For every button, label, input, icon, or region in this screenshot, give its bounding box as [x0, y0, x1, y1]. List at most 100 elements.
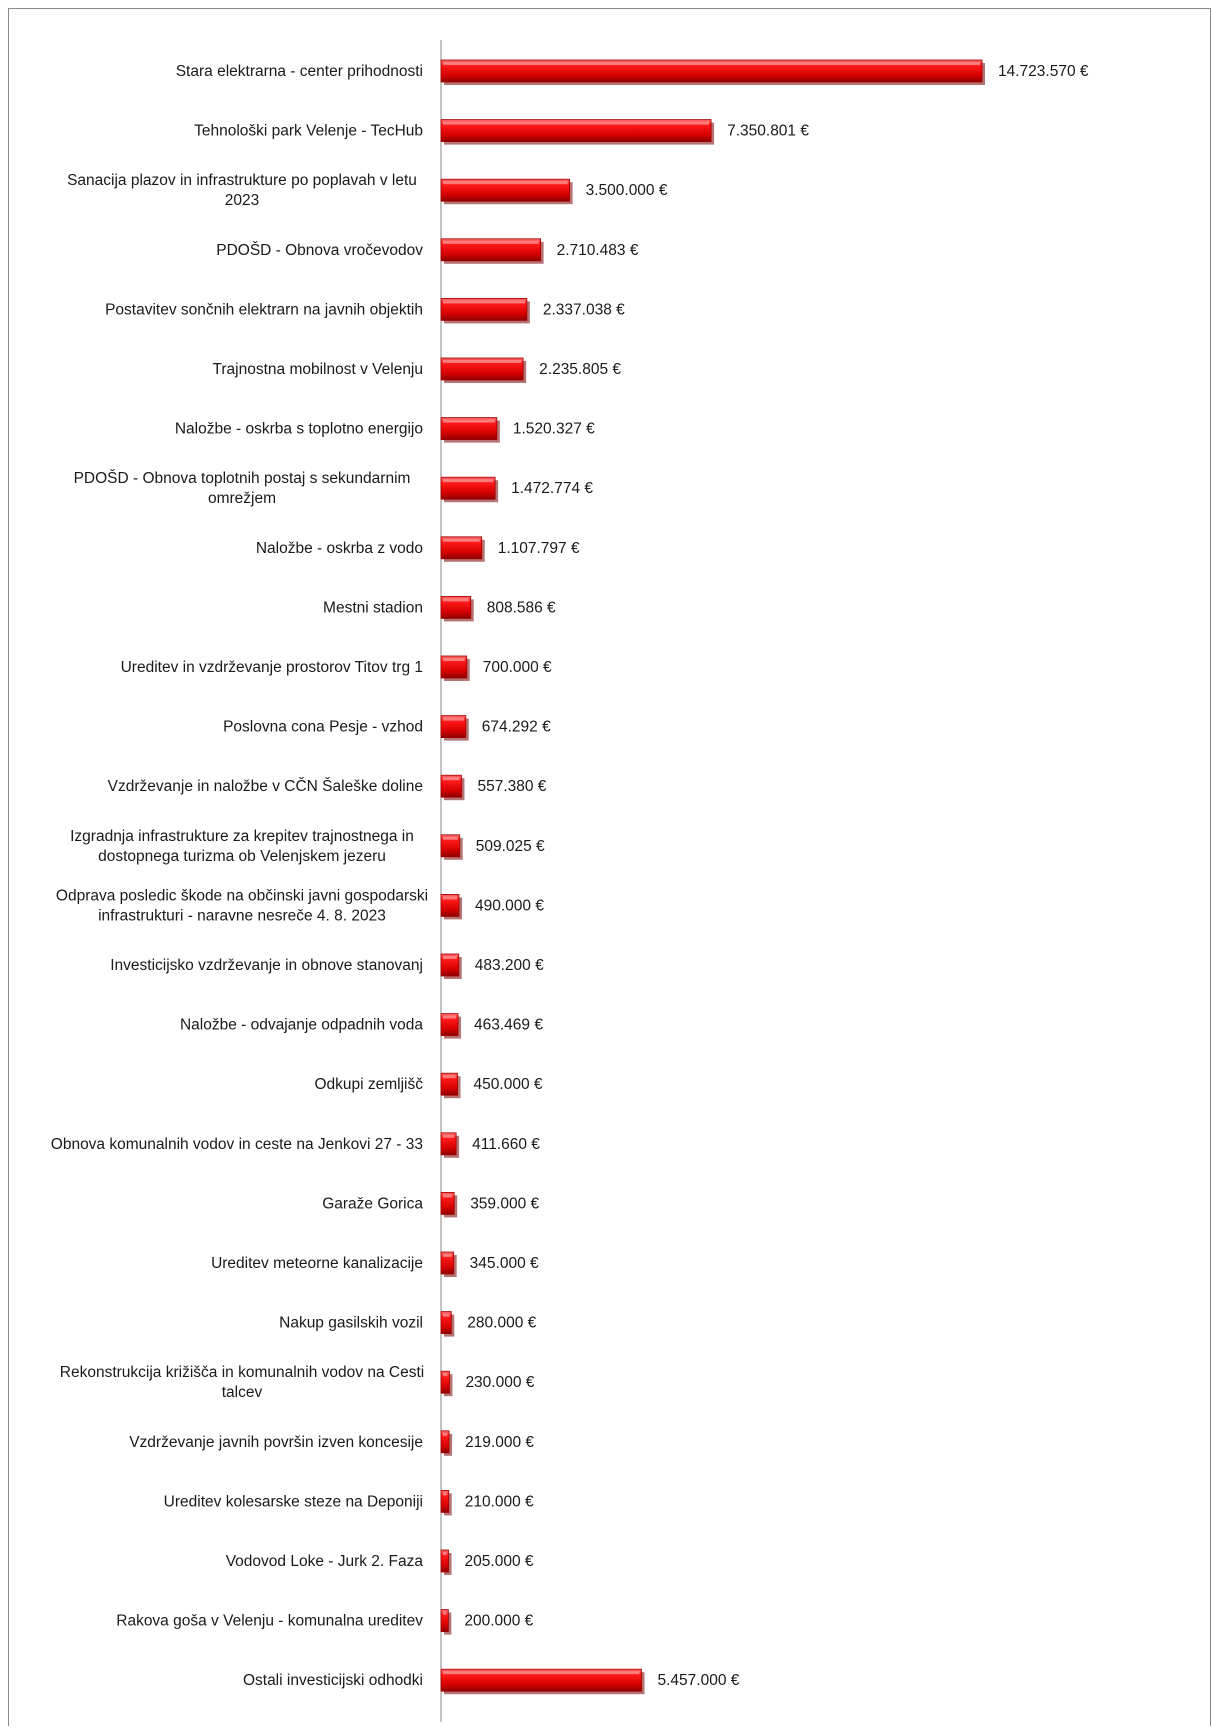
category-label: Naložbe - oskrba z vodo	[256, 540, 423, 557]
value-label: 7.350.801 €	[727, 123, 809, 140]
bar	[440, 1370, 450, 1394]
category-label: Sanacija plazov in infrastrukture po pop…	[67, 172, 417, 209]
value-label: 2.337.038 €	[543, 301, 625, 318]
value-label: 14.723.570 €	[998, 63, 1089, 80]
category-label-line: 2023	[225, 192, 259, 209]
bar-highlight	[443, 62, 980, 65]
category-label: Ostali investicijski odhodki	[243, 1672, 423, 1689]
category-label-line: Izgradnja infrastrukture za krepitev tra…	[70, 828, 414, 845]
bar	[440, 59, 983, 83]
value-label: 490.000 €	[475, 897, 544, 914]
bar-highlight	[443, 538, 480, 542]
bar	[440, 1549, 449, 1573]
bar	[440, 357, 524, 381]
category-label: Ureditev in vzdrževanje prostorov Titov …	[121, 659, 423, 676]
bar-highlight	[443, 121, 710, 125]
value-label: 359.000 €	[470, 1195, 539, 1212]
category-label: Vodovod Loke - Jurk 2. Faza	[226, 1553, 424, 1570]
bar-highlight	[443, 181, 568, 185]
bar	[440, 1311, 452, 1334]
value-label: 674.292 €	[482, 719, 551, 736]
category-label-line: talcev	[222, 1384, 263, 1401]
bar-highlight	[443, 836, 458, 840]
category-label: Vzdrževanje javnih površin izven koncesi…	[129, 1434, 423, 1451]
bar	[440, 1609, 449, 1632]
bar-highlight	[443, 300, 525, 304]
category-label: Odkupi zemljišč	[314, 1076, 423, 1093]
category-label: PDOŠD - Obnova vročevodov	[216, 242, 423, 259]
category-label-line: omrežjem	[208, 490, 276, 507]
chart-frame	[8, 8, 1211, 1726]
bar	[440, 953, 460, 977]
value-label: 411.660 €	[472, 1136, 540, 1153]
category-label-line: PDOŠD - Obnova toplotnih postaj s sekund…	[74, 470, 411, 487]
bar	[440, 1072, 458, 1096]
bar	[440, 178, 571, 202]
value-label: 557.380 €	[477, 778, 546, 795]
category-label: PDOŠD - Obnova toplotnih postaj s sekund…	[74, 470, 411, 507]
category-label: Rakova goša v Velenju - komunalna uredit…	[116, 1613, 423, 1630]
bar-highlight	[443, 1492, 447, 1496]
category-label: Poslovna cona Pesje - vzhod	[223, 719, 423, 736]
bar	[440, 834, 461, 858]
bar	[440, 894, 460, 917]
value-label: 2.710.483 €	[557, 242, 639, 259]
category-label: Garaže Gorica	[322, 1195, 423, 1212]
bar-highlight	[443, 717, 464, 721]
category-label-line: dostopnega turizma ob Velenjskem jezeru	[98, 848, 386, 865]
bar-highlight	[443, 360, 522, 363]
bar	[440, 119, 712, 142]
bar	[440, 1490, 450, 1513]
bar-highlight	[443, 1075, 456, 1079]
category-label: Stara elektrarna - center prihodnosti	[176, 63, 423, 80]
value-label: 700.000 €	[483, 659, 552, 676]
bar-highlight	[443, 479, 494, 483]
bar-highlight	[443, 1432, 448, 1436]
category-label-line: Rekonstrukcija križišča in komunalnih vo…	[60, 1364, 424, 1381]
category-label: Obnova komunalnih vodov in ceste na Jenk…	[51, 1136, 423, 1153]
bar	[440, 774, 462, 798]
value-label: 210.000 €	[465, 1493, 534, 1510]
value-label: 3.500.000 €	[586, 182, 668, 199]
value-label: 509.025 €	[476, 838, 545, 855]
bar-highlight	[443, 777, 460, 781]
bar	[440, 238, 541, 262]
value-label: 808.586 €	[487, 599, 556, 616]
category-label: Izgradnja infrastrukture za krepitev tra…	[70, 828, 414, 865]
bar-highlight	[443, 1015, 457, 1019]
category-label: Naložbe - oskrba s toplotno energijo	[175, 421, 423, 438]
bar-highlight	[443, 419, 495, 423]
category-label: Nakup gasilskih vozil	[279, 1315, 423, 1332]
bar	[440, 1430, 450, 1454]
category-label-line: infrastrukturi - naravne nesreče 4. 8. 2…	[98, 907, 386, 924]
category-label: Postavitev sončnih elektrarn na javnih o…	[105, 301, 423, 318]
bar-highlight	[443, 658, 465, 661]
category-label: Investicijsko vzdrževanje in obnove stan…	[110, 957, 423, 974]
bar	[440, 297, 528, 321]
category-label: Ureditev meteorne kanalizacije	[211, 1255, 423, 1272]
category-label: Naložbe - odvajanje odpadnih voda	[180, 1017, 423, 1034]
value-label: 200.000 €	[464, 1613, 533, 1630]
category-label: Vzdrževanje in naložbe v CČN Šaleške dol…	[108, 778, 423, 795]
bar	[440, 536, 483, 560]
bar	[440, 1132, 457, 1156]
bar	[440, 1251, 455, 1275]
bar	[440, 1668, 642, 1692]
bar-highlight	[443, 1313, 450, 1317]
bar	[440, 476, 496, 500]
bar-highlight	[443, 1134, 455, 1138]
bar	[440, 1013, 459, 1036]
value-label: 230.000 €	[465, 1374, 534, 1391]
bar-highlight	[443, 1671, 640, 1675]
category-label: Tehnološki park Velenje - TecHub	[194, 123, 423, 140]
bar-highlight	[443, 1552, 447, 1555]
bar-highlight	[443, 1254, 452, 1257]
bar-highlight	[443, 1611, 447, 1615]
category-label: Rekonstrukcija križišča in komunalnih vo…	[60, 1364, 424, 1401]
value-label: 1.107.797 €	[498, 540, 580, 557]
value-label: 5.457.000 €	[658, 1672, 740, 1689]
bar	[440, 596, 472, 619]
bar-highlight	[443, 598, 469, 602]
bar-highlight	[443, 896, 458, 900]
